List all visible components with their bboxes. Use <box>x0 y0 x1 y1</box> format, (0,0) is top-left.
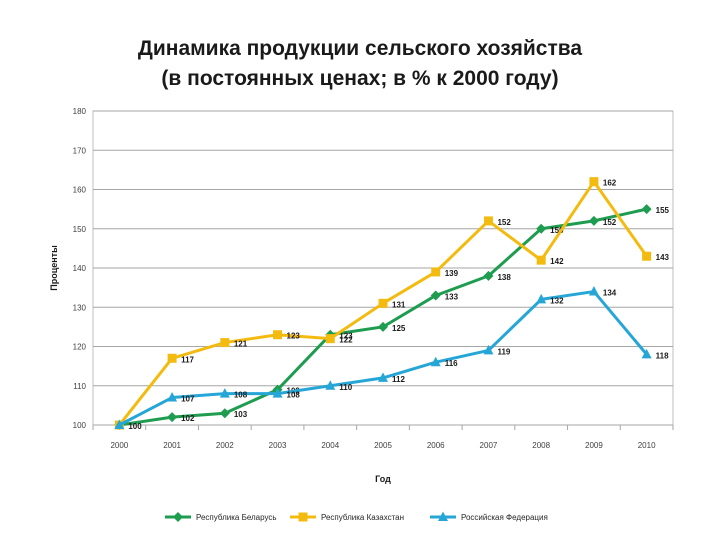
data-label: 110 <box>339 383 352 392</box>
data-label: 133 <box>445 292 459 301</box>
data-label: 125 <box>392 324 406 333</box>
legend-label: Республика Казахстан <box>321 513 404 522</box>
x-axis-title: Год <box>375 474 391 484</box>
data-label: 118 <box>656 351 669 360</box>
legend-label: Российская Федерация <box>461 513 548 522</box>
data-label: 132 <box>550 296 564 305</box>
legend: Республика Беларусь Республика Казахстан Р… <box>165 511 548 522</box>
data-label: 142 <box>550 257 564 266</box>
data-point <box>536 255 546 265</box>
data-label: 138 <box>497 273 511 282</box>
data-point <box>378 372 388 382</box>
data-point <box>325 334 335 344</box>
data-point <box>378 298 388 308</box>
data-point <box>167 392 178 402</box>
x-tick-label: 2010 <box>638 441 656 450</box>
y-tick-label: 150 <box>73 225 87 234</box>
data-point <box>272 388 283 398</box>
data-point <box>642 251 652 261</box>
data-point <box>483 344 494 355</box>
x-tick-label: 2005 <box>374 441 392 450</box>
data-label: 123 <box>339 332 353 341</box>
data-label: 112 <box>392 375 405 384</box>
data-point <box>536 293 547 304</box>
series-line <box>119 207 647 427</box>
data-point <box>273 330 283 340</box>
x-tick-label: 2006 <box>427 441 445 450</box>
data-point <box>325 380 336 390</box>
data-label: 119 <box>497 347 510 356</box>
x-tick-label: 2007 <box>480 441 498 450</box>
series-triangle: 100 107 108 108 110 112 116 119 132 134 118 <box>114 286 669 431</box>
y-tick-label: 170 <box>73 146 87 155</box>
y-tick-label: 120 <box>73 343 87 352</box>
x-tick-label: 2008 <box>532 441 550 450</box>
y-tick-label: 130 <box>73 303 87 312</box>
data-point <box>588 215 599 226</box>
data-label: 143 <box>656 253 670 262</box>
x-tick-label: 2002 <box>216 441 234 450</box>
data-point <box>219 388 230 398</box>
data-point <box>641 348 652 359</box>
y-tick-label: 100 <box>73 421 87 430</box>
data-point <box>167 353 177 363</box>
y-tick-label: 110 <box>73 382 86 391</box>
x-tick-label: 2003 <box>269 441 287 450</box>
data-label: 162 <box>603 179 617 188</box>
data-label: 103 <box>234 410 248 419</box>
data-point <box>167 412 178 423</box>
y-tick-label: 140 <box>73 264 87 273</box>
data-label: 100 <box>128 422 142 431</box>
data-point <box>430 290 441 301</box>
data-label: 155 <box>656 206 670 215</box>
data-point <box>219 408 230 419</box>
data-label: 102 <box>181 414 195 423</box>
chart-title-line-1: Динамика продукции сельского хозяйства <box>137 37 583 60</box>
legend-marker <box>298 512 308 522</box>
data-label: 152 <box>497 218 511 227</box>
data-point <box>220 338 230 348</box>
data-label: 108 <box>287 391 301 400</box>
data-label: 108 <box>234 391 248 400</box>
data-point <box>378 321 388 332</box>
x-tick-label: 2009 <box>585 441 603 450</box>
y-axis-title: Проценты <box>49 245 59 291</box>
data-label: 122 <box>339 336 353 345</box>
data-point <box>589 177 599 187</box>
data-label: 121 <box>234 340 248 349</box>
x-tick-label: 2001 <box>163 441 181 450</box>
y-tick-label: 160 <box>73 186 87 195</box>
data-label: 117 <box>181 355 194 364</box>
data-point <box>430 356 441 367</box>
data-label: 152 <box>603 218 617 227</box>
legend-marker <box>173 512 183 522</box>
data-point <box>114 419 125 429</box>
series-line <box>118 290 648 427</box>
data-point <box>483 216 493 226</box>
x-tick-label: 2000 <box>110 441 128 450</box>
data-point <box>483 270 494 281</box>
data-point <box>588 286 599 296</box>
data-point <box>536 223 547 234</box>
data-label: 139 <box>445 269 459 278</box>
data-label: 131 <box>392 300 406 309</box>
y-tick-label: 180 <box>73 107 87 116</box>
data-point <box>431 267 441 277</box>
data-label: 134 <box>603 289 617 298</box>
data-label: 116 <box>445 359 458 368</box>
chart-title: Динамика продукции сельского хозяйства (… <box>0 34 720 94</box>
data-label: 107 <box>181 395 195 404</box>
legend-marker <box>438 511 448 521</box>
x-tick-label: 2004 <box>321 441 339 450</box>
chart-title-line-2: (в постоянных ценах; в % к 2000 году) <box>161 67 559 90</box>
legend-label: Республика Беларусь <box>196 513 277 522</box>
data-label: 150 <box>550 226 564 235</box>
data-point <box>641 204 652 215</box>
data-label: 123 <box>287 332 301 341</box>
